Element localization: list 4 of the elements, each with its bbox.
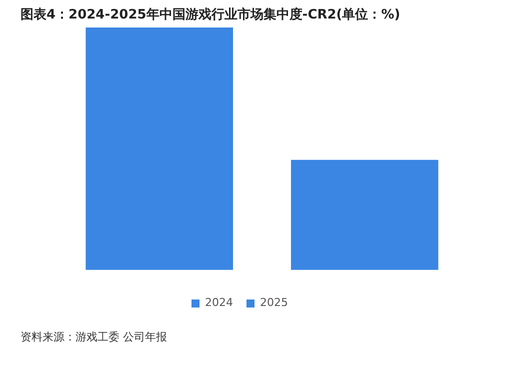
text: 资料来源：游戏工委 公司年报 bbox=[20, 330, 167, 344]
chart-title: 图表4：2024-2025年中国游戏行业市场集中度-CR2(单位：%) bbox=[20, 6, 400, 22]
legend-label: 2024 bbox=[205, 296, 233, 309]
legend-label: 2025 bbox=[260, 296, 288, 309]
